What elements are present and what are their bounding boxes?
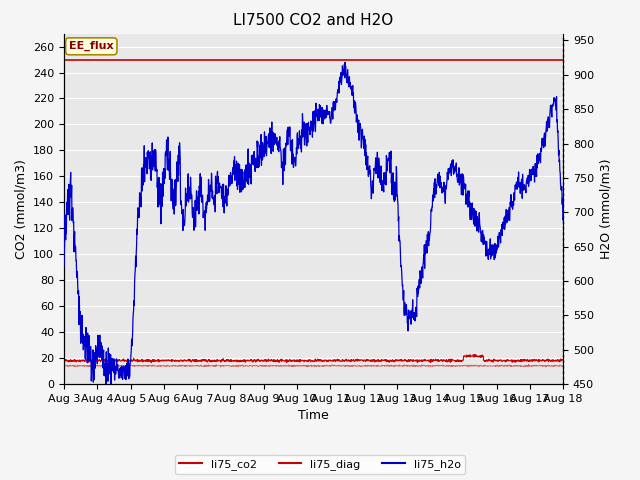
Legend: li75_co2, li75_diag, li75_h2o: li75_co2, li75_diag, li75_h2o bbox=[175, 455, 465, 474]
li75_h2o bbox=[283, 143, 291, 149]
li75_h2o bbox=[102, 383, 110, 389]
li75_h2o bbox=[559, 216, 567, 222]
Text: EE_flux: EE_flux bbox=[69, 41, 114, 51]
li75_co2 bbox=[119, 357, 127, 362]
li75_co2 bbox=[559, 358, 567, 363]
li75_h2o bbox=[99, 356, 106, 361]
li75_h2o bbox=[341, 60, 349, 65]
li75_co2 bbox=[147, 360, 155, 366]
Title: LI7500 CO2 and H2O: LI7500 CO2 and H2O bbox=[234, 13, 394, 28]
li75_diag bbox=[292, 363, 300, 369]
li75_diag bbox=[344, 362, 352, 368]
li75_h2o bbox=[345, 77, 353, 83]
X-axis label: Time: Time bbox=[298, 409, 329, 422]
Y-axis label: CO2 (mmol/m3): CO2 (mmol/m3) bbox=[15, 159, 28, 259]
li75_h2o bbox=[120, 363, 127, 369]
li75_co2 bbox=[471, 351, 479, 357]
li75_co2 bbox=[344, 357, 352, 362]
li75_h2o bbox=[60, 264, 68, 269]
li75_diag bbox=[235, 364, 243, 370]
Line: li75_diag: li75_diag bbox=[64, 364, 563, 367]
li75_diag bbox=[525, 361, 532, 367]
li75_co2 bbox=[99, 358, 106, 363]
Y-axis label: H2O (mmol/m3): H2O (mmol/m3) bbox=[600, 158, 612, 259]
li75_co2 bbox=[292, 358, 300, 364]
li75_co2 bbox=[272, 358, 280, 363]
li75_diag bbox=[559, 363, 567, 369]
li75_co2 bbox=[60, 358, 68, 363]
li75_diag bbox=[283, 363, 291, 369]
li75_h2o bbox=[292, 163, 300, 169]
li75_diag bbox=[119, 362, 127, 368]
li75_co2 bbox=[283, 360, 291, 365]
Line: li75_co2: li75_co2 bbox=[64, 354, 563, 363]
li75_diag bbox=[99, 363, 106, 369]
li75_diag bbox=[60, 363, 68, 369]
li75_h2o bbox=[272, 135, 280, 141]
li75_diag bbox=[272, 362, 280, 368]
Line: li75_h2o: li75_h2o bbox=[64, 62, 563, 386]
